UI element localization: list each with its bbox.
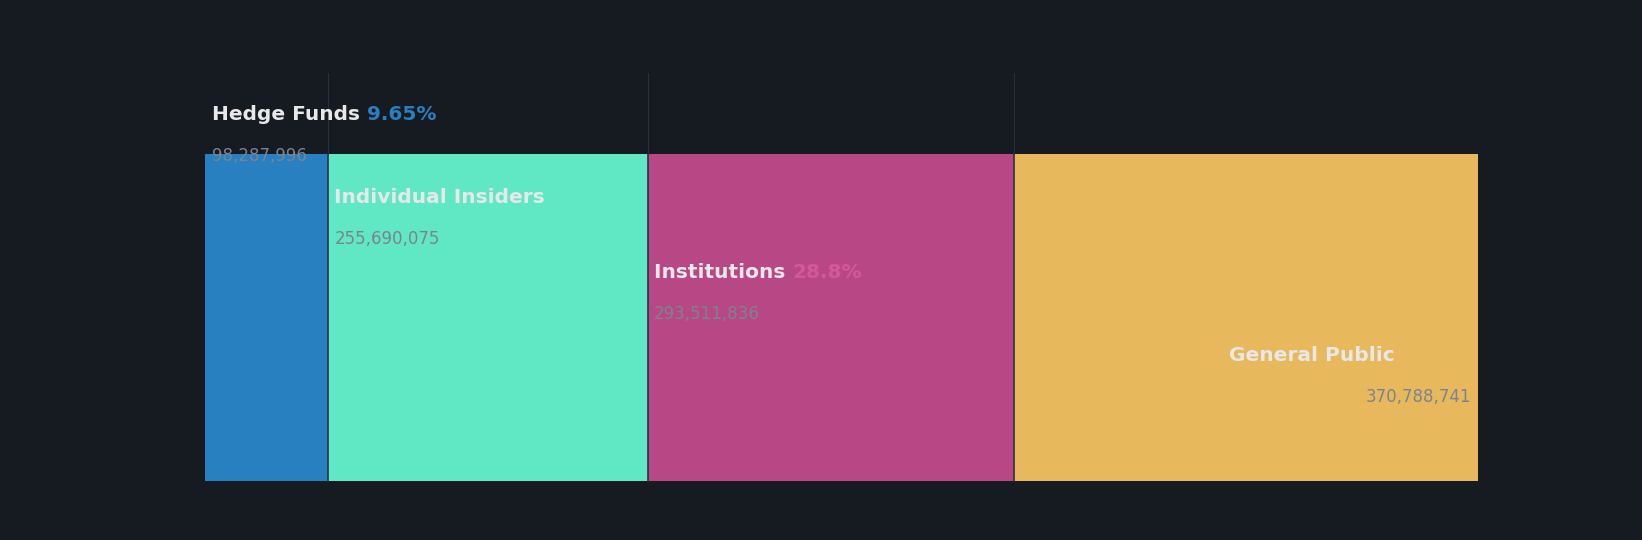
Text: 36.4%: 36.4% bbox=[1402, 346, 1471, 366]
Text: Individual Insiders: Individual Insiders bbox=[335, 188, 552, 207]
Text: 255,690,075: 255,690,075 bbox=[335, 231, 440, 248]
Text: 28.8%: 28.8% bbox=[793, 263, 862, 282]
Text: 98,287,996: 98,287,996 bbox=[212, 147, 307, 165]
FancyBboxPatch shape bbox=[647, 154, 1015, 481]
Text: Institutions: Institutions bbox=[654, 263, 793, 282]
Text: 370,788,741: 370,788,741 bbox=[1366, 388, 1471, 407]
Text: Hedge Funds: Hedge Funds bbox=[212, 105, 366, 124]
FancyBboxPatch shape bbox=[1015, 154, 1478, 481]
FancyBboxPatch shape bbox=[328, 154, 647, 481]
Text: 293,511,836: 293,511,836 bbox=[654, 305, 760, 323]
Text: General Public: General Public bbox=[1230, 346, 1402, 366]
FancyBboxPatch shape bbox=[205, 154, 328, 481]
Text: 9.65%: 9.65% bbox=[366, 105, 437, 124]
Text: 25.1%: 25.1% bbox=[552, 188, 622, 207]
